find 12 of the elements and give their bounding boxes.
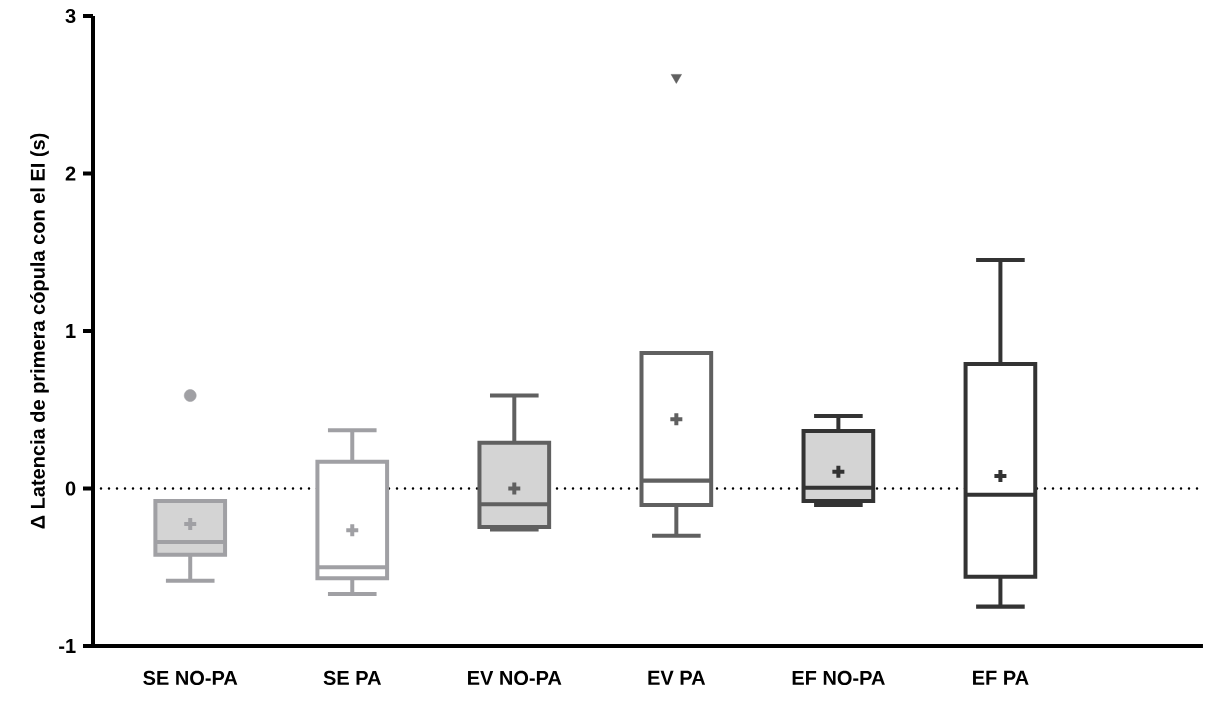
x-tick-label: EF NO-PA: [792, 670, 885, 686]
y-tick-label: 3: [65, 8, 76, 24]
y-tick-label: 2: [65, 166, 76, 181]
y-tick-label: 1: [66, 324, 76, 338]
y-axis-title: Δ Latencia de primera cópula con el EI (s): [30, 133, 49, 529]
x-tick-label: SE NO-PA: [143, 670, 238, 686]
y-tick-label: 0: [65, 481, 76, 496]
x-tick-label: EV NO-PA: [468, 670, 562, 686]
y-tick-label: -1: [59, 639, 76, 653]
x-tick-label: SE PA: [323, 670, 382, 686]
x-tick-label: EV PA: [648, 670, 706, 685]
x-tick-label: EF PA: [973, 670, 1029, 685]
